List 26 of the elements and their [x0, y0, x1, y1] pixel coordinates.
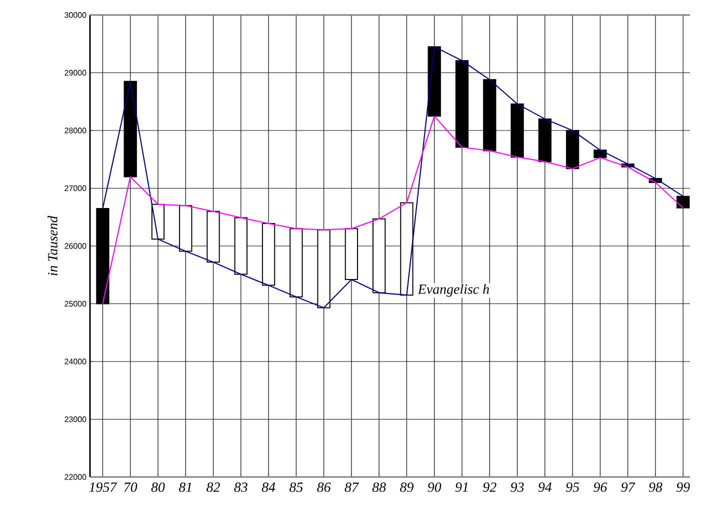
x-tick-label: 99 [676, 482, 690, 492]
y-axis-title: in Tausend [48, 216, 58, 276]
x-tick-label: 80 [151, 482, 165, 492]
x-tick-label: 95 [566, 482, 580, 492]
x-tick-label: 86 [317, 482, 331, 492]
x-tick-label: 84 [262, 482, 276, 492]
x-tick-label: 82 [206, 482, 220, 492]
line-series [102, 46, 684, 308]
x-tick-label: 91 [455, 482, 468, 492]
line-series [102, 116, 684, 304]
x-tick-label: 85 [290, 482, 303, 492]
x-tick-label: 90 [428, 482, 442, 492]
x-tick-label: 94 [538, 482, 552, 492]
x-tick-label: 92 [483, 482, 496, 492]
x-tick-label: 93 [510, 482, 524, 492]
x-tick-label: 81 [178, 482, 192, 492]
x-tick-label: 98 [648, 482, 662, 492]
annotation: Evangelisc h [418, 284, 489, 297]
x-tick-label: 87 [344, 482, 359, 492]
x-tick-label: 97 [621, 482, 636, 492]
x-tick-label: 89 [400, 482, 414, 492]
x-tick-label: 88 [372, 482, 386, 492]
x-tick-label: 1957 [89, 482, 118, 492]
x-tick-label: 70 [124, 482, 138, 492]
x-tick-label: 96 [594, 482, 608, 492]
x-tick-label: 83 [234, 482, 248, 492]
